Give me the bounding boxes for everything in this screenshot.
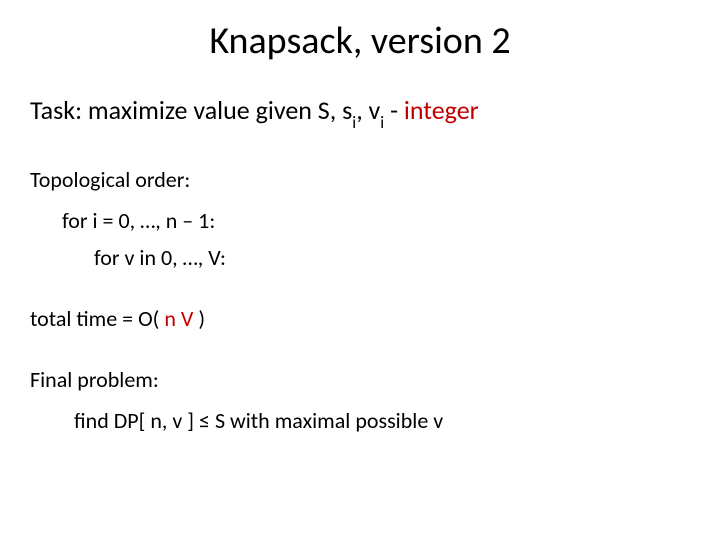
total-n: n <box>164 305 176 332</box>
task-sub1: i <box>352 112 356 133</box>
for-v-line: for v in 0, …, V: <box>30 244 690 271</box>
total-v: V <box>181 305 193 332</box>
total-suffix: ) <box>193 305 205 332</box>
task-dash: - <box>384 94 404 126</box>
final-label: Final problem: <box>30 366 690 393</box>
final-text: find DP[ n, v ] ≤ S with maximal possibl… <box>30 407 690 434</box>
task-mid: , v <box>356 94 380 126</box>
slide: Knapsack, version 2 Task: maximize value… <box>0 0 720 540</box>
task-line: Task: maximize value given S, si, vi - i… <box>30 94 690 130</box>
total-prefix: total time = O( <box>30 305 164 332</box>
task-accent: integer <box>404 94 479 126</box>
topo-label: Topological order: <box>30 166 690 193</box>
task-prefix: Task: maximize value given S, s <box>30 94 352 126</box>
for-i-line: for i = 0, …, n – 1: <box>30 207 690 234</box>
task-sub2: i <box>380 112 384 133</box>
total-time-line: total time = O( n V ) <box>30 305 690 332</box>
slide-title: Knapsack, version 2 <box>30 18 690 64</box>
